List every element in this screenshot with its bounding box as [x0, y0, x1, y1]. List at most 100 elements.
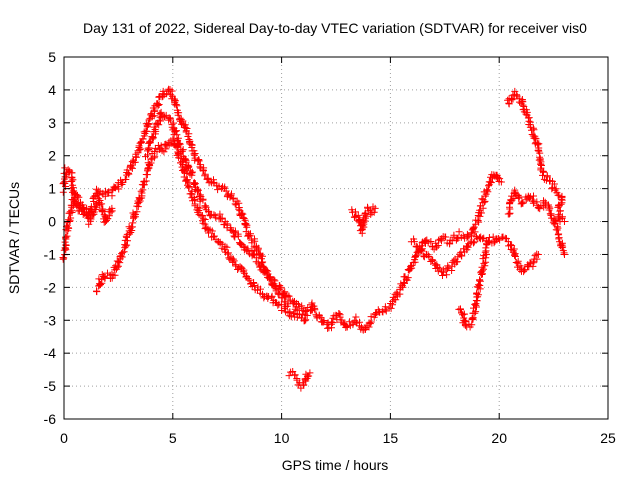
data-point [96, 201, 104, 209]
data-point [136, 146, 144, 154]
x-tick-label: 0 [60, 430, 68, 446]
x-tick-label: 5 [169, 430, 177, 446]
data-point [87, 215, 95, 223]
data-point [108, 204, 116, 212]
data-point [235, 205, 243, 213]
data-point [476, 212, 484, 220]
data-point [393, 289, 401, 297]
data-point [311, 304, 319, 312]
data-point [530, 126, 538, 134]
data-point [124, 237, 131, 245]
data-point [434, 242, 442, 249]
data-point [442, 233, 450, 241]
data-point [125, 230, 133, 238]
data-point [149, 134, 157, 142]
data-point [93, 287, 100, 295]
data-point [240, 215, 248, 222]
data-point [307, 307, 315, 315]
y-tick-label: -2 [44, 279, 57, 295]
data-point [555, 202, 562, 210]
data-point [147, 155, 155, 163]
data-point [536, 205, 544, 213]
data-point [183, 170, 191, 177]
data-point [428, 256, 436, 264]
data-point [470, 238, 478, 246]
y-tick-label: 2 [48, 148, 56, 164]
data-point [434, 267, 442, 275]
data-point [142, 177, 150, 185]
data-point [556, 207, 564, 215]
data-point [511, 253, 519, 260]
data-point [80, 204, 88, 212]
data-point [230, 257, 238, 265]
data-point [194, 186, 202, 194]
data-point [455, 228, 463, 236]
y-tick-label: -1 [44, 246, 57, 262]
data-point [514, 257, 522, 265]
data-point [472, 301, 480, 309]
data-point [123, 166, 131, 174]
data-point [479, 235, 487, 243]
data-point [95, 195, 103, 203]
series-trace-f [455, 237, 493, 331]
data-point [224, 250, 232, 258]
data-point [497, 178, 505, 186]
data-point [61, 178, 69, 186]
data-point [157, 117, 164, 125]
data-point [487, 179, 495, 186]
data-point [470, 239, 477, 247]
data-point [272, 282, 280, 290]
series-trace-b [142, 108, 292, 310]
data-point [229, 255, 237, 263]
plot-frame [63, 56, 609, 420]
data-point [210, 176, 217, 184]
chart-title: Day 131 of 2022, Sidereal Day-to-day VTE… [83, 20, 587, 36]
data-point [167, 91, 175, 99]
data-point [305, 372, 313, 380]
data-point [65, 224, 73, 232]
data-point [429, 242, 436, 250]
data-point [190, 150, 198, 158]
data-point [157, 108, 165, 116]
data-points [59, 85, 568, 392]
data-point [67, 214, 75, 222]
data-point [510, 245, 518, 253]
data-point [407, 262, 415, 270]
data-point [212, 214, 220, 222]
data-point [188, 171, 196, 179]
data-point [226, 193, 234, 201]
data-point [61, 164, 69, 172]
data-point [433, 243, 441, 251]
data-point [392, 296, 400, 304]
data-point [528, 196, 536, 204]
data-point [336, 311, 344, 319]
data-point [557, 195, 565, 203]
data-point [559, 243, 567, 251]
data-point [476, 276, 484, 284]
data-point [199, 166, 207, 174]
data-point [469, 224, 477, 232]
data-point [185, 163, 193, 171]
data-point [257, 285, 264, 293]
data-point [503, 235, 510, 243]
data-point [492, 173, 500, 181]
data-point [438, 237, 445, 245]
data-point [350, 213, 358, 221]
data-point [526, 194, 533, 202]
data-point [443, 271, 451, 279]
data-point [511, 87, 519, 95]
data-point [481, 262, 489, 270]
data-point [154, 100, 161, 108]
data-point [367, 313, 375, 321]
data-point [67, 178, 75, 185]
data-point [154, 102, 162, 109]
data-point [125, 170, 133, 178]
data-point [514, 192, 522, 200]
data-point [461, 321, 469, 329]
data-point [136, 139, 144, 147]
y-tick-label: 1 [48, 181, 56, 197]
data-point [354, 211, 362, 219]
data-point [120, 248, 128, 256]
data-point [515, 193, 523, 201]
data-point [240, 242, 248, 250]
